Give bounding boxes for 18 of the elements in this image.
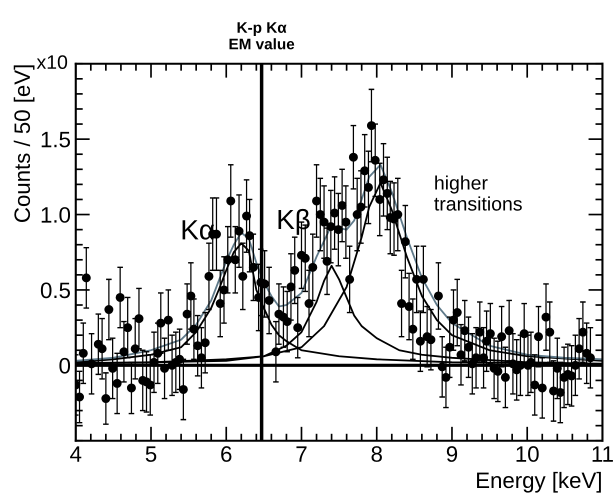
x-tick-label: 8	[372, 446, 382, 462]
x-axis-title: Energy [keV]	[477, 472, 601, 493]
y-tick-label: 0	[59, 358, 70, 374]
ref-line-label: K-p Kα EM value	[230, 22, 294, 50]
x-tick-label: 6	[221, 446, 232, 462]
x-tick-label: 9	[446, 446, 458, 462]
x-tick-label: 10	[516, 446, 539, 462]
y-tick-label: 0.5	[40, 282, 70, 298]
annotation: Kβ	[278, 208, 310, 235]
y-axis-title: Counts / 50 [eV]	[14, 65, 34, 222]
x-tick-label: 4	[70, 446, 82, 462]
annotation: higher transitions	[434, 175, 522, 211]
y-tick-label: 1.5	[42, 132, 70, 148]
x-tick-label: 11	[592, 446, 613, 462]
x-tick-label: 7	[296, 446, 307, 462]
x-tick-label: 5	[146, 446, 156, 462]
text: x10	[36, 55, 68, 69]
y-tick-label: 1.0	[42, 207, 70, 223]
